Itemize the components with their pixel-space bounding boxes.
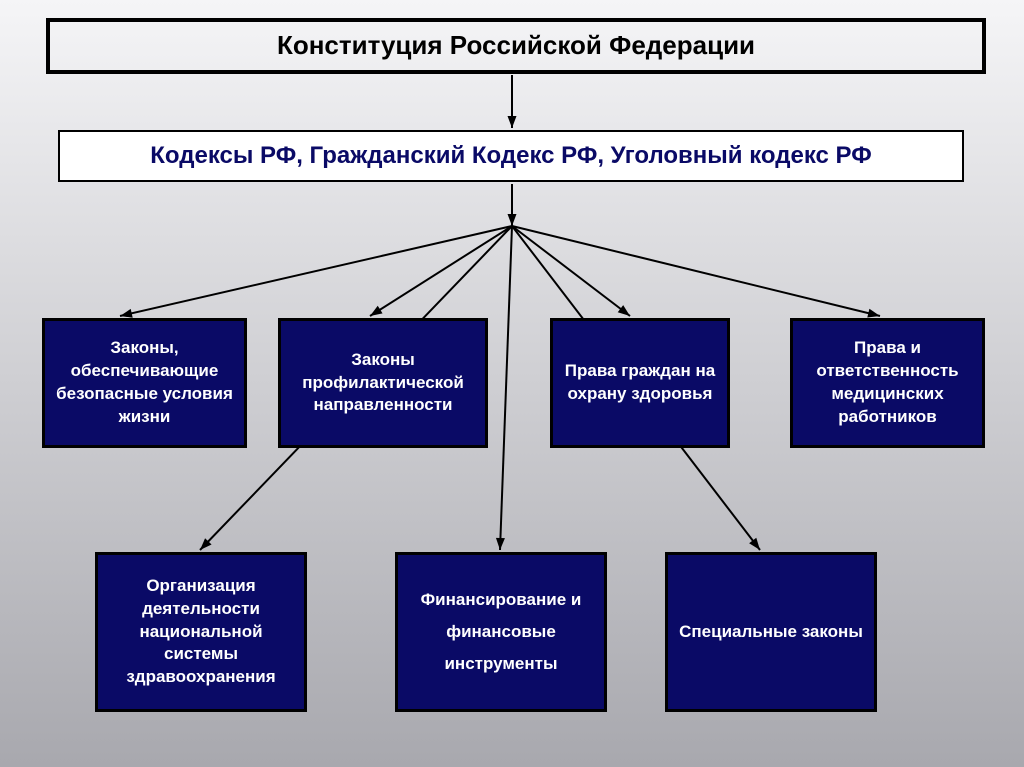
node-n6: Финансирование и финансовые инструменты bbox=[395, 552, 607, 712]
node-n1: Законы, обеспечивающие безопасные услови… bbox=[42, 318, 247, 448]
node-label: Права граждан на охрану здоровья bbox=[559, 360, 721, 406]
node-n2: Законы профилактической направленности bbox=[278, 318, 488, 448]
node-label: Права и ответственность медицинских рабо… bbox=[799, 337, 976, 429]
node-n3: Права граждан на охрану здоровья bbox=[550, 318, 730, 448]
node-n4: Права и ответственность медицинских рабо… bbox=[790, 318, 985, 448]
node-label: Финансирование и финансовые инструменты bbox=[404, 584, 598, 681]
title-box: Конституция Российской Федерации bbox=[46, 18, 986, 74]
node-label: Законы профилактической направленности bbox=[287, 349, 479, 418]
node-label: Специальные законы bbox=[679, 621, 863, 644]
codex-box: Кодексы РФ, Гражданский Кодекс РФ, Уголо… bbox=[58, 130, 964, 182]
node-label: Организация деятельности национальной си… bbox=[104, 575, 298, 690]
node-label: Законы, обеспечивающие безопасные услови… bbox=[51, 337, 238, 429]
node-n7: Специальные законы bbox=[665, 552, 877, 712]
codex-text: Кодексы РФ, Гражданский Кодекс РФ, Уголо… bbox=[150, 140, 871, 172]
node-n5: Организация деятельности национальной си… bbox=[95, 552, 307, 712]
diagram-canvas: Конституция Российской Федерации Кодексы… bbox=[0, 0, 1024, 767]
title-text: Конституция Российской Федерации bbox=[277, 28, 755, 63]
